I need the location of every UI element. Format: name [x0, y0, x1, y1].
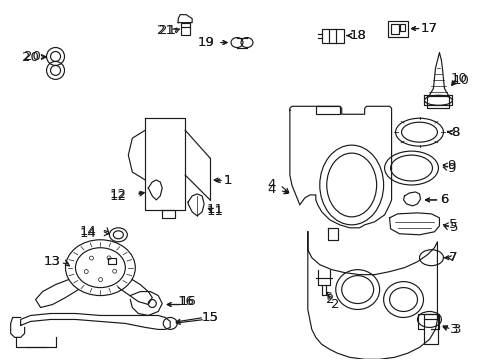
Text: 20: 20 [24, 50, 41, 63]
Text: 2: 2 [325, 293, 333, 306]
Bar [321, 28, 343, 42]
Text: 2: 2 [331, 298, 339, 311]
Text: 3: 3 [449, 323, 458, 336]
Text: 13: 13 [44, 255, 61, 268]
Text: 12: 12 [110, 188, 126, 202]
Text: 17: 17 [420, 22, 437, 35]
Text: 10: 10 [450, 72, 467, 85]
Text: 12: 12 [110, 190, 126, 203]
Bar [181, 23, 190, 35]
Text: 11: 11 [206, 203, 223, 216]
Text: 7: 7 [448, 251, 457, 264]
Text: 10: 10 [452, 74, 469, 87]
Text: 16: 16 [180, 295, 196, 308]
Bar [315, 106, 339, 114]
Text: 8: 8 [450, 126, 459, 139]
Text: 13: 13 [44, 255, 61, 268]
Text: 6: 6 [439, 193, 447, 206]
Text: 6: 6 [439, 193, 447, 206]
Text: 19: 19 [197, 36, 214, 49]
Text: 14: 14 [80, 227, 97, 240]
Text: 19: 19 [197, 36, 214, 49]
Text: 15: 15 [201, 311, 218, 324]
Bar [387, 21, 407, 37]
Text: 14: 14 [80, 225, 97, 238]
Text: 1: 1 [224, 174, 232, 186]
Text: 9: 9 [447, 162, 455, 175]
Text: 4: 4 [267, 179, 276, 192]
Bar [399, 24, 404, 31]
Text: 21: 21 [157, 24, 173, 37]
Text: 15: 15 [201, 311, 218, 324]
Text: 5: 5 [449, 221, 458, 234]
Text: 8: 8 [450, 126, 459, 139]
Text: 18: 18 [348, 29, 366, 42]
Text: 1: 1 [224, 174, 232, 186]
Text: 21: 21 [159, 24, 175, 37]
Bar [390, 24, 398, 33]
Text: 4: 4 [267, 184, 276, 197]
Text: 18: 18 [348, 29, 366, 42]
Text: 3: 3 [452, 323, 461, 336]
Bar [424, 315, 438, 345]
Text: 11: 11 [206, 205, 223, 219]
Text: 20: 20 [22, 51, 39, 64]
Text: 9: 9 [447, 158, 455, 172]
Bar [108, 258, 116, 264]
Text: 17: 17 [420, 22, 437, 35]
Text: 5: 5 [448, 218, 457, 231]
Text: 7: 7 [448, 251, 457, 264]
Text: 16: 16 [177, 295, 194, 308]
